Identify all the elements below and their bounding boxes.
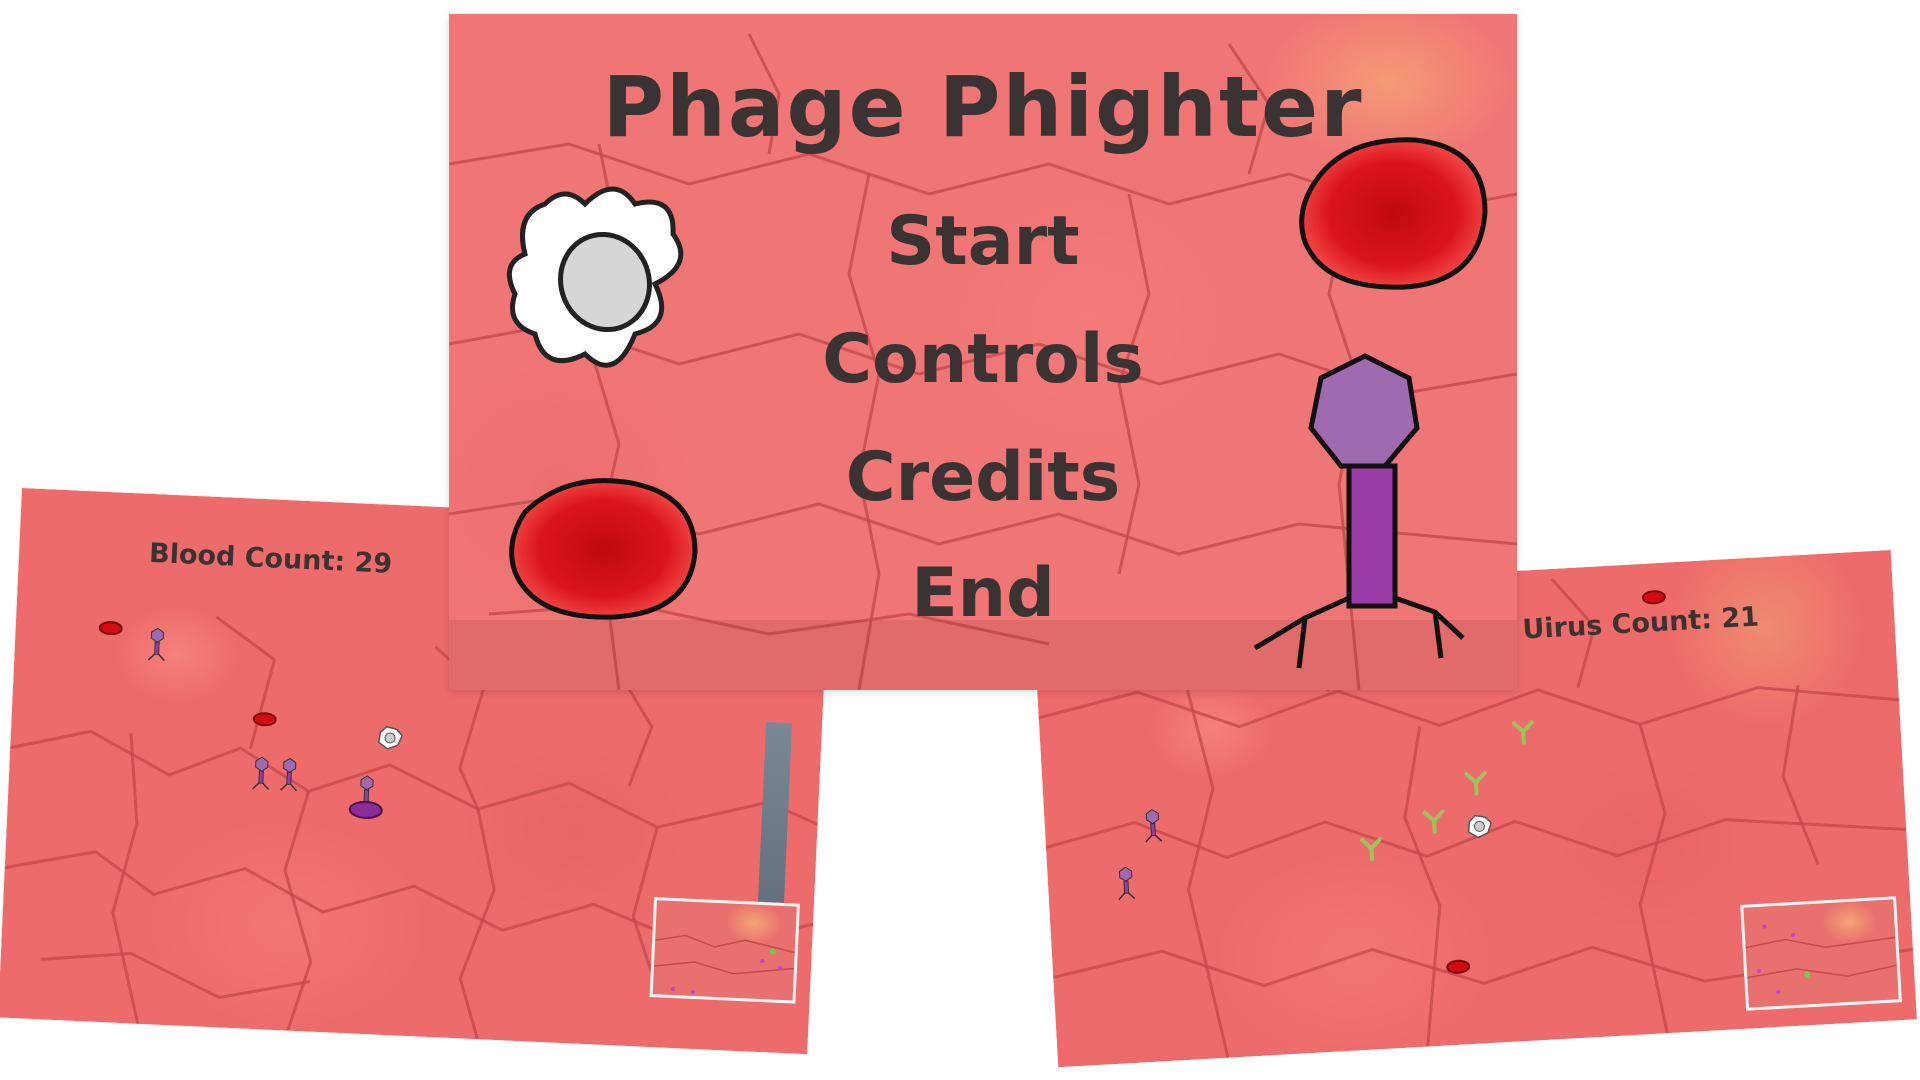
gameplay-view-left: Blood Count: 29	[0, 488, 832, 1055]
end-button[interactable]: End	[911, 554, 1055, 633]
bacteriophage-icon	[147, 627, 165, 662]
game-title: Phage Phighter	[602, 58, 1364, 156]
credits-button[interactable]: Credits	[845, 438, 1121, 517]
bacteriophage-icon	[1118, 866, 1136, 901]
red-blood-cell-icon	[98, 621, 123, 636]
bacteriophage-icon	[280, 757, 298, 792]
red-blood-cell-icon	[1641, 590, 1666, 605]
antibody-icon	[1511, 720, 1534, 745]
main-menu: Phage Phighter Start Controls Credits En…	[449, 14, 1517, 690]
bacteriophage-icon	[1253, 353, 1465, 669]
minimap[interactable]	[649, 897, 800, 1004]
tissue-cracks	[1038, 577, 1914, 1059]
red-blood-cell-icon	[252, 712, 277, 727]
white-blood-cell-icon	[378, 725, 404, 750]
menu-bottom-shade	[449, 620, 1517, 690]
antibody-icon	[1422, 809, 1445, 834]
controls-button[interactable]: Controls	[822, 320, 1144, 399]
minimap[interactable]	[1740, 896, 1902, 1011]
bacteriophage-icon	[252, 756, 270, 791]
bacteriophage-icon	[1145, 809, 1163, 843]
start-button[interactable]: Start	[886, 202, 1080, 281]
tissue-cracks	[4, 615, 819, 1040]
red-blood-cell-icon	[509, 478, 698, 620]
white-blood-cell-icon	[1467, 814, 1493, 839]
white-blood-cell-icon	[506, 186, 684, 368]
gameplay-view-right: Uirus Count: 21	[1032, 549, 1917, 1068]
infected-cell-icon	[348, 775, 383, 819]
red-blood-cell-icon	[1299, 137, 1488, 290]
antibody-icon	[1360, 836, 1382, 862]
red-blood-cell-icon	[1446, 959, 1471, 974]
antibody-icon	[1464, 771, 1487, 796]
